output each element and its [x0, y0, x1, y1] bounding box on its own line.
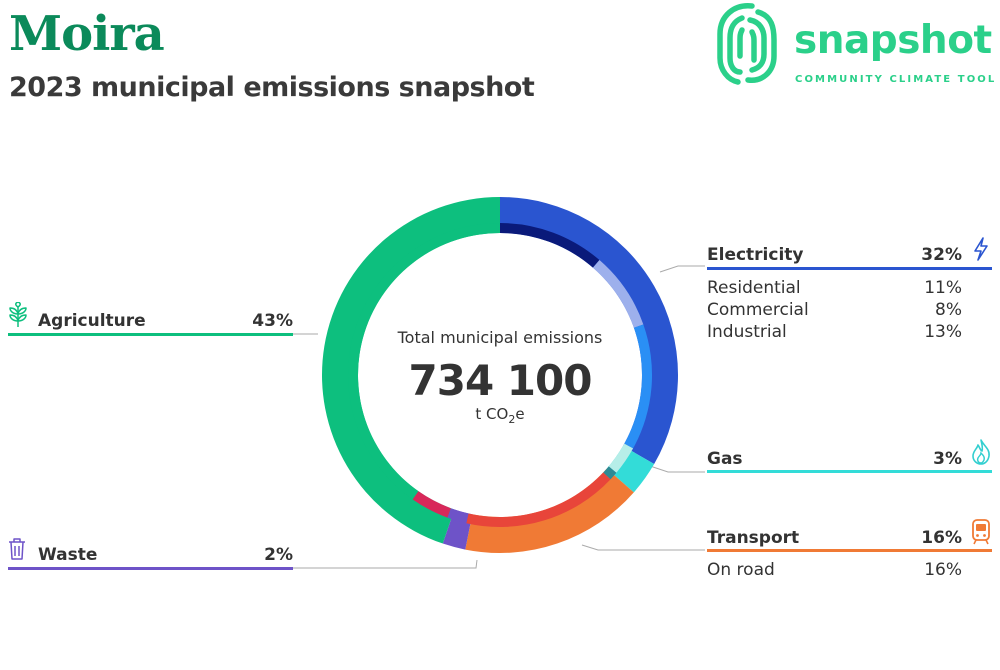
leader-lines	[293, 265, 705, 569]
leader-gas	[649, 465, 705, 473]
page-subtitle: 2023 municipal emissions snapshot	[9, 72, 535, 103]
sub-industrial-label: Industrial	[707, 322, 787, 342]
sub-industrial-pct: 13%	[924, 322, 962, 342]
waste-pct: 2%	[264, 545, 293, 565]
gas-pct: 3%	[933, 449, 962, 469]
inner-segment-gas-4	[603, 466, 617, 480]
waste-rule	[8, 567, 293, 570]
inner-segment-agriculture-a-7	[412, 491, 451, 518]
gas-label: Gas	[707, 449, 743, 469]
inner-segment-on-road-5	[466, 472, 611, 527]
inner-segment-gas-3	[608, 443, 634, 473]
sub-commercial-label: Commercial	[707, 300, 809, 320]
total-unit: t CO2e	[475, 405, 525, 426]
transport-pct: 16%	[921, 528, 962, 548]
waste-label: Waste	[38, 545, 98, 565]
train-icon	[972, 519, 990, 545]
outer-segment-electricity-0	[500, 197, 678, 464]
sub-residential-pct: 11%	[924, 278, 962, 298]
leader-transport	[581, 544, 705, 551]
leader-electricity	[659, 265, 705, 273]
lightning-icon	[974, 237, 988, 261]
outer-segment-agriculture-4	[321, 197, 500, 544]
agriculture-rule	[8, 333, 293, 336]
inner-segment-residential-0	[500, 223, 600, 268]
inner-segment-commercial-1	[592, 260, 644, 328]
electricity-pct: 32%	[921, 245, 962, 265]
plant-icon	[9, 302, 27, 327]
electricity-rule	[707, 267, 992, 270]
agriculture-pct: 43%	[252, 311, 293, 331]
total-label: Total municipal emissions	[397, 328, 603, 347]
agriculture-label: Agriculture	[38, 311, 146, 331]
snapshot-logo: snapshot COMMUNITY CLIMATE TOOL	[714, 0, 1000, 95]
logo-tagline: COMMUNITY CLIMATE TOOL	[795, 74, 997, 85]
inner-segment-industrial-2	[624, 324, 652, 449]
total-value: 734 100	[408, 356, 593, 405]
inner-segment-waste-6	[447, 508, 469, 524]
sub-on-road-label: On road	[707, 560, 775, 580]
flame-icon	[972, 439, 990, 465]
sub-commercial-pct: 8%	[935, 300, 962, 320]
electricity-label: Electricity	[707, 245, 804, 265]
page-title: Moira	[9, 6, 165, 62]
gas-rule	[707, 470, 992, 473]
leader-waste	[293, 559, 478, 569]
transport-label: Transport	[707, 528, 800, 548]
transport-rule	[707, 549, 992, 552]
fingerprint-logo-icon	[717, 3, 777, 85]
logo-wordmark: snapshot	[794, 18, 992, 63]
inner-ring	[348, 223, 652, 527]
bin-icon	[9, 538, 25, 560]
sub-on-road-pct: 16%	[924, 560, 962, 580]
sub-residential-label: Residential	[707, 278, 801, 298]
